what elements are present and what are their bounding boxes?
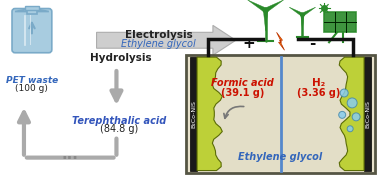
Polygon shape xyxy=(277,32,285,50)
FancyBboxPatch shape xyxy=(324,12,356,32)
Text: -: - xyxy=(309,36,316,51)
Text: (100 g): (100 g) xyxy=(15,84,48,93)
Polygon shape xyxy=(301,15,304,30)
FancyBboxPatch shape xyxy=(12,9,52,53)
Text: B₂Co-NIS: B₂Co-NIS xyxy=(191,100,196,128)
Bar xyxy=(212,57,350,171)
Polygon shape xyxy=(302,7,316,16)
Polygon shape xyxy=(248,0,267,12)
Text: ...: ... xyxy=(61,147,78,162)
Text: Ethylene glycol: Ethylene glycol xyxy=(239,152,323,162)
Bar xyxy=(190,57,197,171)
Circle shape xyxy=(352,113,360,121)
Bar xyxy=(186,55,375,172)
Polygon shape xyxy=(265,0,284,12)
Circle shape xyxy=(347,126,353,132)
Circle shape xyxy=(339,111,345,118)
Polygon shape xyxy=(15,10,49,12)
Text: H₂: H₂ xyxy=(312,78,325,88)
Polygon shape xyxy=(289,7,303,16)
Text: Ethylene glycol: Ethylene glycol xyxy=(121,39,196,49)
Text: (84.8 g): (84.8 g) xyxy=(100,124,139,134)
Bar xyxy=(25,6,39,10)
Circle shape xyxy=(340,89,348,97)
Text: B₂Co-NIS: B₂Co-NIS xyxy=(365,100,370,128)
Polygon shape xyxy=(197,57,222,171)
Bar xyxy=(26,8,37,14)
Bar xyxy=(364,57,371,171)
Polygon shape xyxy=(339,57,364,171)
Text: +: + xyxy=(242,36,255,51)
Text: (39.1 g): (39.1 g) xyxy=(221,88,265,98)
Text: Hydrolysis: Hydrolysis xyxy=(90,53,151,63)
Circle shape xyxy=(263,8,268,13)
Circle shape xyxy=(347,98,357,108)
Circle shape xyxy=(301,13,304,17)
Polygon shape xyxy=(263,10,268,31)
Text: PET waste: PET waste xyxy=(6,76,58,85)
Text: Electrolysis: Electrolysis xyxy=(125,30,192,40)
Text: Formic acid: Formic acid xyxy=(211,78,274,88)
Text: Terephthalic acid: Terephthalic acid xyxy=(72,116,167,126)
Text: (3.36 g): (3.36 g) xyxy=(297,88,340,98)
Polygon shape xyxy=(96,25,236,55)
